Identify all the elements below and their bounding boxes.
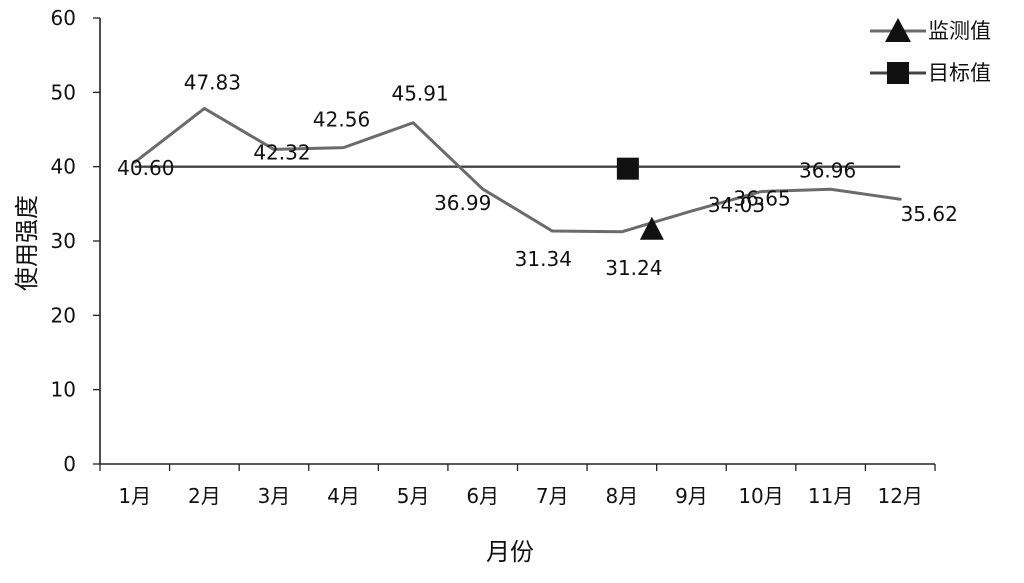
y-tick-label: 40 [51,155,76,179]
y-axis-title: 使用强度 [13,195,41,291]
x-tick-label: 7月 [536,484,569,508]
target-marker [616,157,639,180]
x-ticks-layer: 1月 2月 3月 4月 5月 6月 7月 8月 9月 10月 11月 12月 [99,464,936,508]
data-label: 31.24 [605,256,662,280]
x-tick-label: 1月 [118,484,151,508]
y-tick-label: 20 [51,303,76,327]
x-tick-label: 2月 [188,484,221,508]
x-tick-label: 4月 [327,484,360,508]
x-tick-label: 9月 [675,484,708,508]
data-label: 40.60 [117,156,174,180]
legend-item-monitor: 监测值 [870,18,991,43]
series-markers-layer [616,157,664,240]
square-icon [887,62,909,84]
x-tick-label: 6月 [466,484,499,508]
data-label: 42.32 [253,140,310,164]
y-ticks-layer: 0 10 20 30 40 50 60 [51,6,100,476]
data-label: 36.99 [434,191,491,215]
x-tick-label: 3月 [258,484,291,508]
x-tick-label: 8月 [606,484,639,508]
x-axis-title: 月份 [486,538,534,566]
monitor-series-layer [133,106,902,234]
y-tick-label: 60 [51,6,76,30]
x-tick-label: 5月 [397,484,430,508]
data-label: 47.83 [184,70,241,94]
y-tick-label: 10 [51,378,76,402]
data-label: 42.56 [313,108,370,132]
legend-label-monitor: 监测值 [928,19,991,43]
data-label: 45.91 [391,82,448,106]
x-tick-label: 12月 [877,484,922,508]
x-tick-label: 10月 [738,484,783,508]
data-label: 35.62 [901,202,958,226]
triangle-icon [885,18,911,42]
y-tick-label: 30 [51,229,76,253]
chart-legend: 监测值 目标值 [870,18,991,85]
y-tick-label: 50 [51,80,76,104]
legend-label-target: 目标值 [928,61,991,85]
data-label: 31.34 [515,247,572,271]
data-label: 36.96 [799,158,856,182]
monitor-series-line [133,106,902,234]
data-label: 34.03 [708,193,765,217]
data-label: 36.65 [733,187,790,211]
x-tick-label: 11月 [808,484,853,508]
monitor-marker [639,216,664,240]
y-tick-label: 0 [63,452,76,476]
legend-item-target: 目标值 [870,61,991,85]
